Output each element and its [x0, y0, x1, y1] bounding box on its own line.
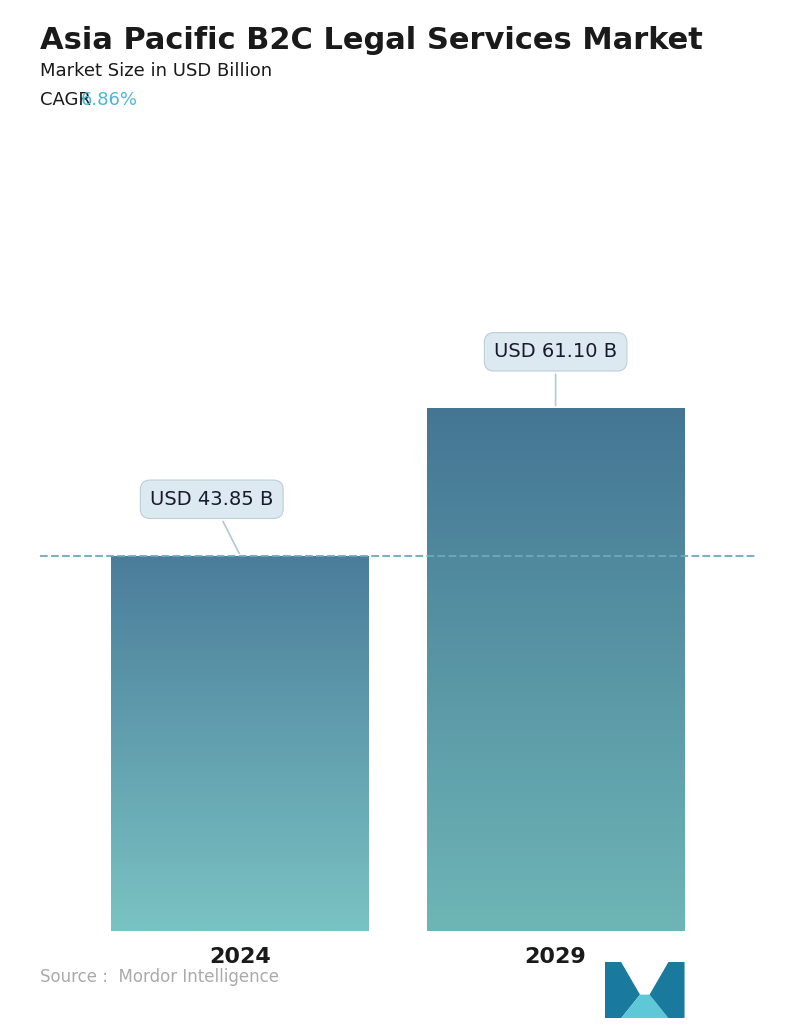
Polygon shape	[621, 995, 669, 1018]
Text: CAGR: CAGR	[40, 91, 96, 109]
Polygon shape	[650, 962, 685, 1018]
Text: USD 43.85 B: USD 43.85 B	[150, 490, 273, 553]
Text: 6.86%: 6.86%	[81, 91, 139, 109]
Polygon shape	[605, 962, 640, 1018]
Text: Asia Pacific B2C Legal Services Market: Asia Pacific B2C Legal Services Market	[40, 26, 703, 55]
Text: Source :  Mordor Intelligence: Source : Mordor Intelligence	[40, 968, 279, 986]
Text: Market Size in USD Billion: Market Size in USD Billion	[40, 62, 272, 80]
Text: USD 61.10 B: USD 61.10 B	[494, 342, 617, 405]
